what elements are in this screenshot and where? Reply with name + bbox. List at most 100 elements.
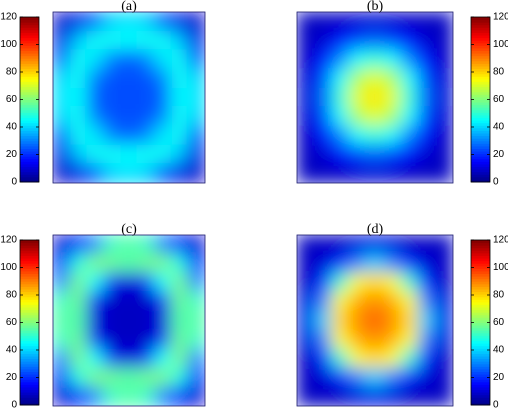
colorbar-tick-label: 60 xyxy=(6,317,18,328)
heatmap-cell xyxy=(313,253,333,274)
heatmap-cell xyxy=(136,87,155,108)
colorbar-tick-label: 80 xyxy=(493,67,505,78)
colorbar-swatch xyxy=(20,371,39,375)
heatmap-cell xyxy=(331,49,350,70)
heatmap-cell xyxy=(383,367,402,388)
colorbar-swatch xyxy=(471,109,490,113)
heatmap-cell xyxy=(53,329,71,350)
heatmap-cell xyxy=(435,348,453,369)
colorbar-swatch xyxy=(471,270,490,275)
heatmap-cell xyxy=(365,87,385,108)
colorbar-swatch xyxy=(471,296,490,300)
colorbar-tick-label: 0 xyxy=(493,177,499,188)
heatmap-cell xyxy=(313,125,333,146)
heatmap-cell xyxy=(313,235,333,255)
heatmap-cell xyxy=(136,144,155,165)
heatmap-cell xyxy=(69,272,88,293)
colorbar-swatch xyxy=(20,55,39,59)
colorbar-swatch xyxy=(471,350,490,354)
colorbar-swatch xyxy=(471,37,490,41)
heatmap-cell xyxy=(86,310,105,331)
colorbar-swatch xyxy=(20,151,39,155)
colorbar-swatch xyxy=(471,127,490,131)
heatmap-cell xyxy=(86,367,105,388)
heatmap-cell xyxy=(153,386,172,406)
heatmap-cell xyxy=(417,49,437,70)
colorbar-swatch xyxy=(471,22,490,26)
colorbar-swatch xyxy=(20,84,39,88)
heatmap-cell xyxy=(69,125,88,146)
colorbar-swatch xyxy=(471,384,490,388)
heatmap-cell xyxy=(187,291,205,312)
heatmap-cell xyxy=(297,348,315,369)
heatmap-cell xyxy=(435,235,453,255)
heatmap-cell xyxy=(417,87,437,108)
heatmap-cell xyxy=(120,291,138,312)
colorbar-tick-label: 20 xyxy=(493,149,505,160)
colorbar-swatch xyxy=(471,133,490,137)
heatmap-cell xyxy=(435,30,453,51)
heatmap-cell xyxy=(53,367,71,388)
heatmap-cell xyxy=(103,30,122,51)
heatmap-cell xyxy=(365,291,385,312)
heatmap-cell xyxy=(170,125,189,146)
heatmap-cell xyxy=(187,253,205,274)
heatmap-cell xyxy=(103,49,122,70)
heatmap-cell xyxy=(417,291,437,312)
colorbar-swatch xyxy=(20,140,39,144)
heatmap-cell xyxy=(313,49,333,70)
colorbar-swatch xyxy=(471,278,490,282)
heatmap-cell xyxy=(365,49,385,70)
heatmap-cell xyxy=(365,310,385,331)
heatmap-cell xyxy=(400,253,419,274)
heatmap-cell xyxy=(297,106,315,127)
colorbar-swatch xyxy=(20,32,39,36)
heatmap-cell xyxy=(331,235,350,255)
heatmap-cell xyxy=(153,272,172,293)
colorbar-swatch xyxy=(471,260,490,264)
heatmap-cell xyxy=(103,329,122,350)
heatmap-cell xyxy=(187,49,205,70)
plot-frame xyxy=(296,234,454,407)
colorbar-tick-label: 20 xyxy=(6,372,18,383)
heatmap-cell xyxy=(153,12,172,32)
heatmap-cell xyxy=(297,49,315,70)
heatmap-cell xyxy=(86,125,105,146)
colorbar-swatch xyxy=(471,174,490,178)
colorbar-swatch xyxy=(20,76,39,80)
heatmap-cell xyxy=(400,106,419,127)
heatmap-cell xyxy=(153,348,172,369)
colorbar-swatch xyxy=(20,265,39,269)
heatmap-cell xyxy=(348,163,367,183)
heatmap-cell xyxy=(103,291,122,312)
heatmap-cell xyxy=(69,291,88,312)
colorbar-swatch xyxy=(471,89,490,93)
colorbar-swatch xyxy=(20,163,39,168)
colorbar-swatch xyxy=(20,250,39,254)
heatmap-cell xyxy=(331,144,350,165)
heatmap-cell xyxy=(187,106,205,127)
heatmap-cell xyxy=(53,291,71,312)
heatmap-cell xyxy=(435,144,453,165)
heatmap-cell xyxy=(86,386,105,406)
heatmap-cell xyxy=(86,68,105,89)
heatmap-area xyxy=(297,235,453,406)
colorbar-swatch xyxy=(20,335,39,339)
colorbar-swatch xyxy=(20,399,39,403)
heatmap-cell xyxy=(136,329,155,350)
heatmap-cell xyxy=(53,49,71,70)
colorbar-swatch xyxy=(20,363,39,367)
heatmap-cell xyxy=(331,12,350,32)
heatmap-cell xyxy=(348,386,367,406)
colorbar-swatch xyxy=(471,348,490,352)
heatmap-cell xyxy=(435,125,453,146)
colorbar-swatch xyxy=(20,47,39,52)
colorbar-swatch xyxy=(471,130,490,134)
colorbar-swatch xyxy=(20,156,39,160)
heatmap-cell xyxy=(313,87,333,108)
colorbar-swatch xyxy=(20,381,39,385)
heatmap-cell xyxy=(153,144,172,165)
colorbar-swatch xyxy=(20,166,39,170)
colorbar-swatch xyxy=(471,265,490,269)
colorbar-swatch xyxy=(471,356,490,360)
